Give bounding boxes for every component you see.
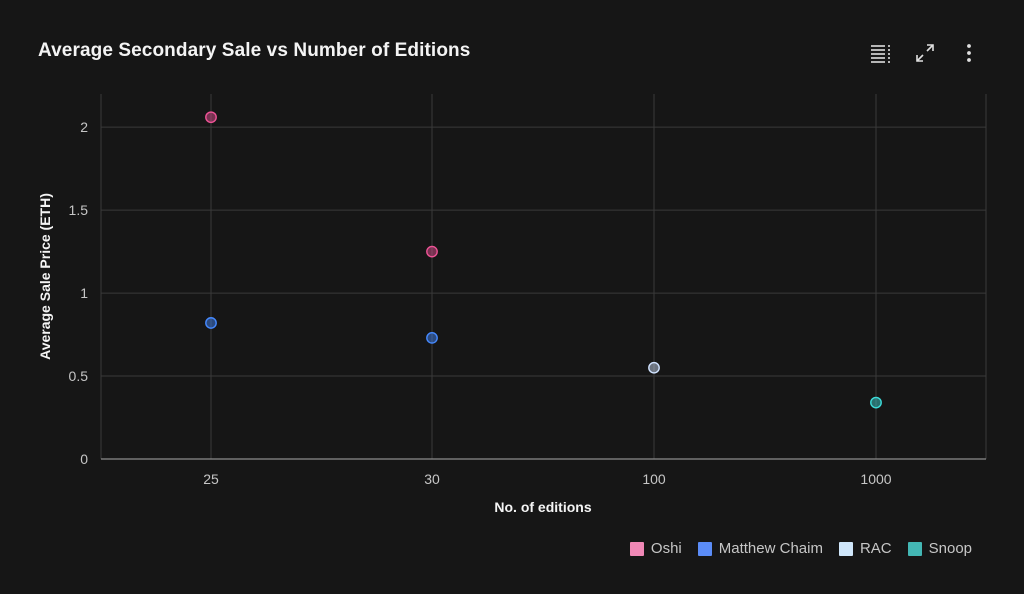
data-point-matthew-chaim[interactable] xyxy=(426,331,438,344)
data-point-snoop[interactable] xyxy=(870,396,882,409)
legend-item[interactable]: Snoop xyxy=(907,540,972,557)
expand-button[interactable] xyxy=(910,38,940,68)
data-point-oshi[interactable] xyxy=(205,111,217,124)
legend-swatch xyxy=(697,541,712,556)
chart-legend: Oshi Matthew Chaim RAC Snoop xyxy=(629,540,972,557)
x-tick-label: 100 xyxy=(642,471,666,487)
legend-label: RAC xyxy=(859,540,892,557)
y-tick-label: 1 xyxy=(80,285,88,301)
x-tick-label: 25 xyxy=(203,471,219,487)
expand-icon xyxy=(916,44,934,62)
legend-swatch xyxy=(838,541,853,556)
data-point-matthew-chaim[interactable] xyxy=(205,317,217,329)
y-tick-label: 0.5 xyxy=(69,368,89,384)
legend-label: Oshi xyxy=(650,540,682,557)
table-view-icon xyxy=(871,45,890,63)
chart-title: Average Secondary Sale vs Number of Edit… xyxy=(38,40,471,61)
overflow-menu-button[interactable] xyxy=(954,38,984,68)
legend-label: Snoop xyxy=(928,540,972,557)
legend-swatch xyxy=(907,541,922,556)
legend-item[interactable]: Oshi xyxy=(629,540,682,557)
legend-label: Matthew Chaim xyxy=(718,540,823,557)
x-axis-label: No. of editions xyxy=(494,499,591,515)
legend-swatch xyxy=(629,541,644,556)
chart-toolbar xyxy=(866,38,984,68)
y-tick-label: 0 xyxy=(80,451,88,467)
data-point-oshi[interactable] xyxy=(426,245,438,258)
x-tick-label: 1000 xyxy=(860,471,891,487)
y-tick-label: 1.5 xyxy=(69,202,89,218)
y-tick-label: 2 xyxy=(80,119,88,135)
table-view-button[interactable] xyxy=(866,38,896,68)
overflow-menu-icon xyxy=(967,44,971,62)
legend-item[interactable]: Matthew Chaim xyxy=(697,540,823,557)
data-point-rac[interactable] xyxy=(648,361,660,374)
x-tick-label: 30 xyxy=(424,471,440,487)
y-axis-label: Average Sale Price (ETH) xyxy=(37,193,53,360)
legend-item[interactable]: RAC xyxy=(838,540,892,557)
